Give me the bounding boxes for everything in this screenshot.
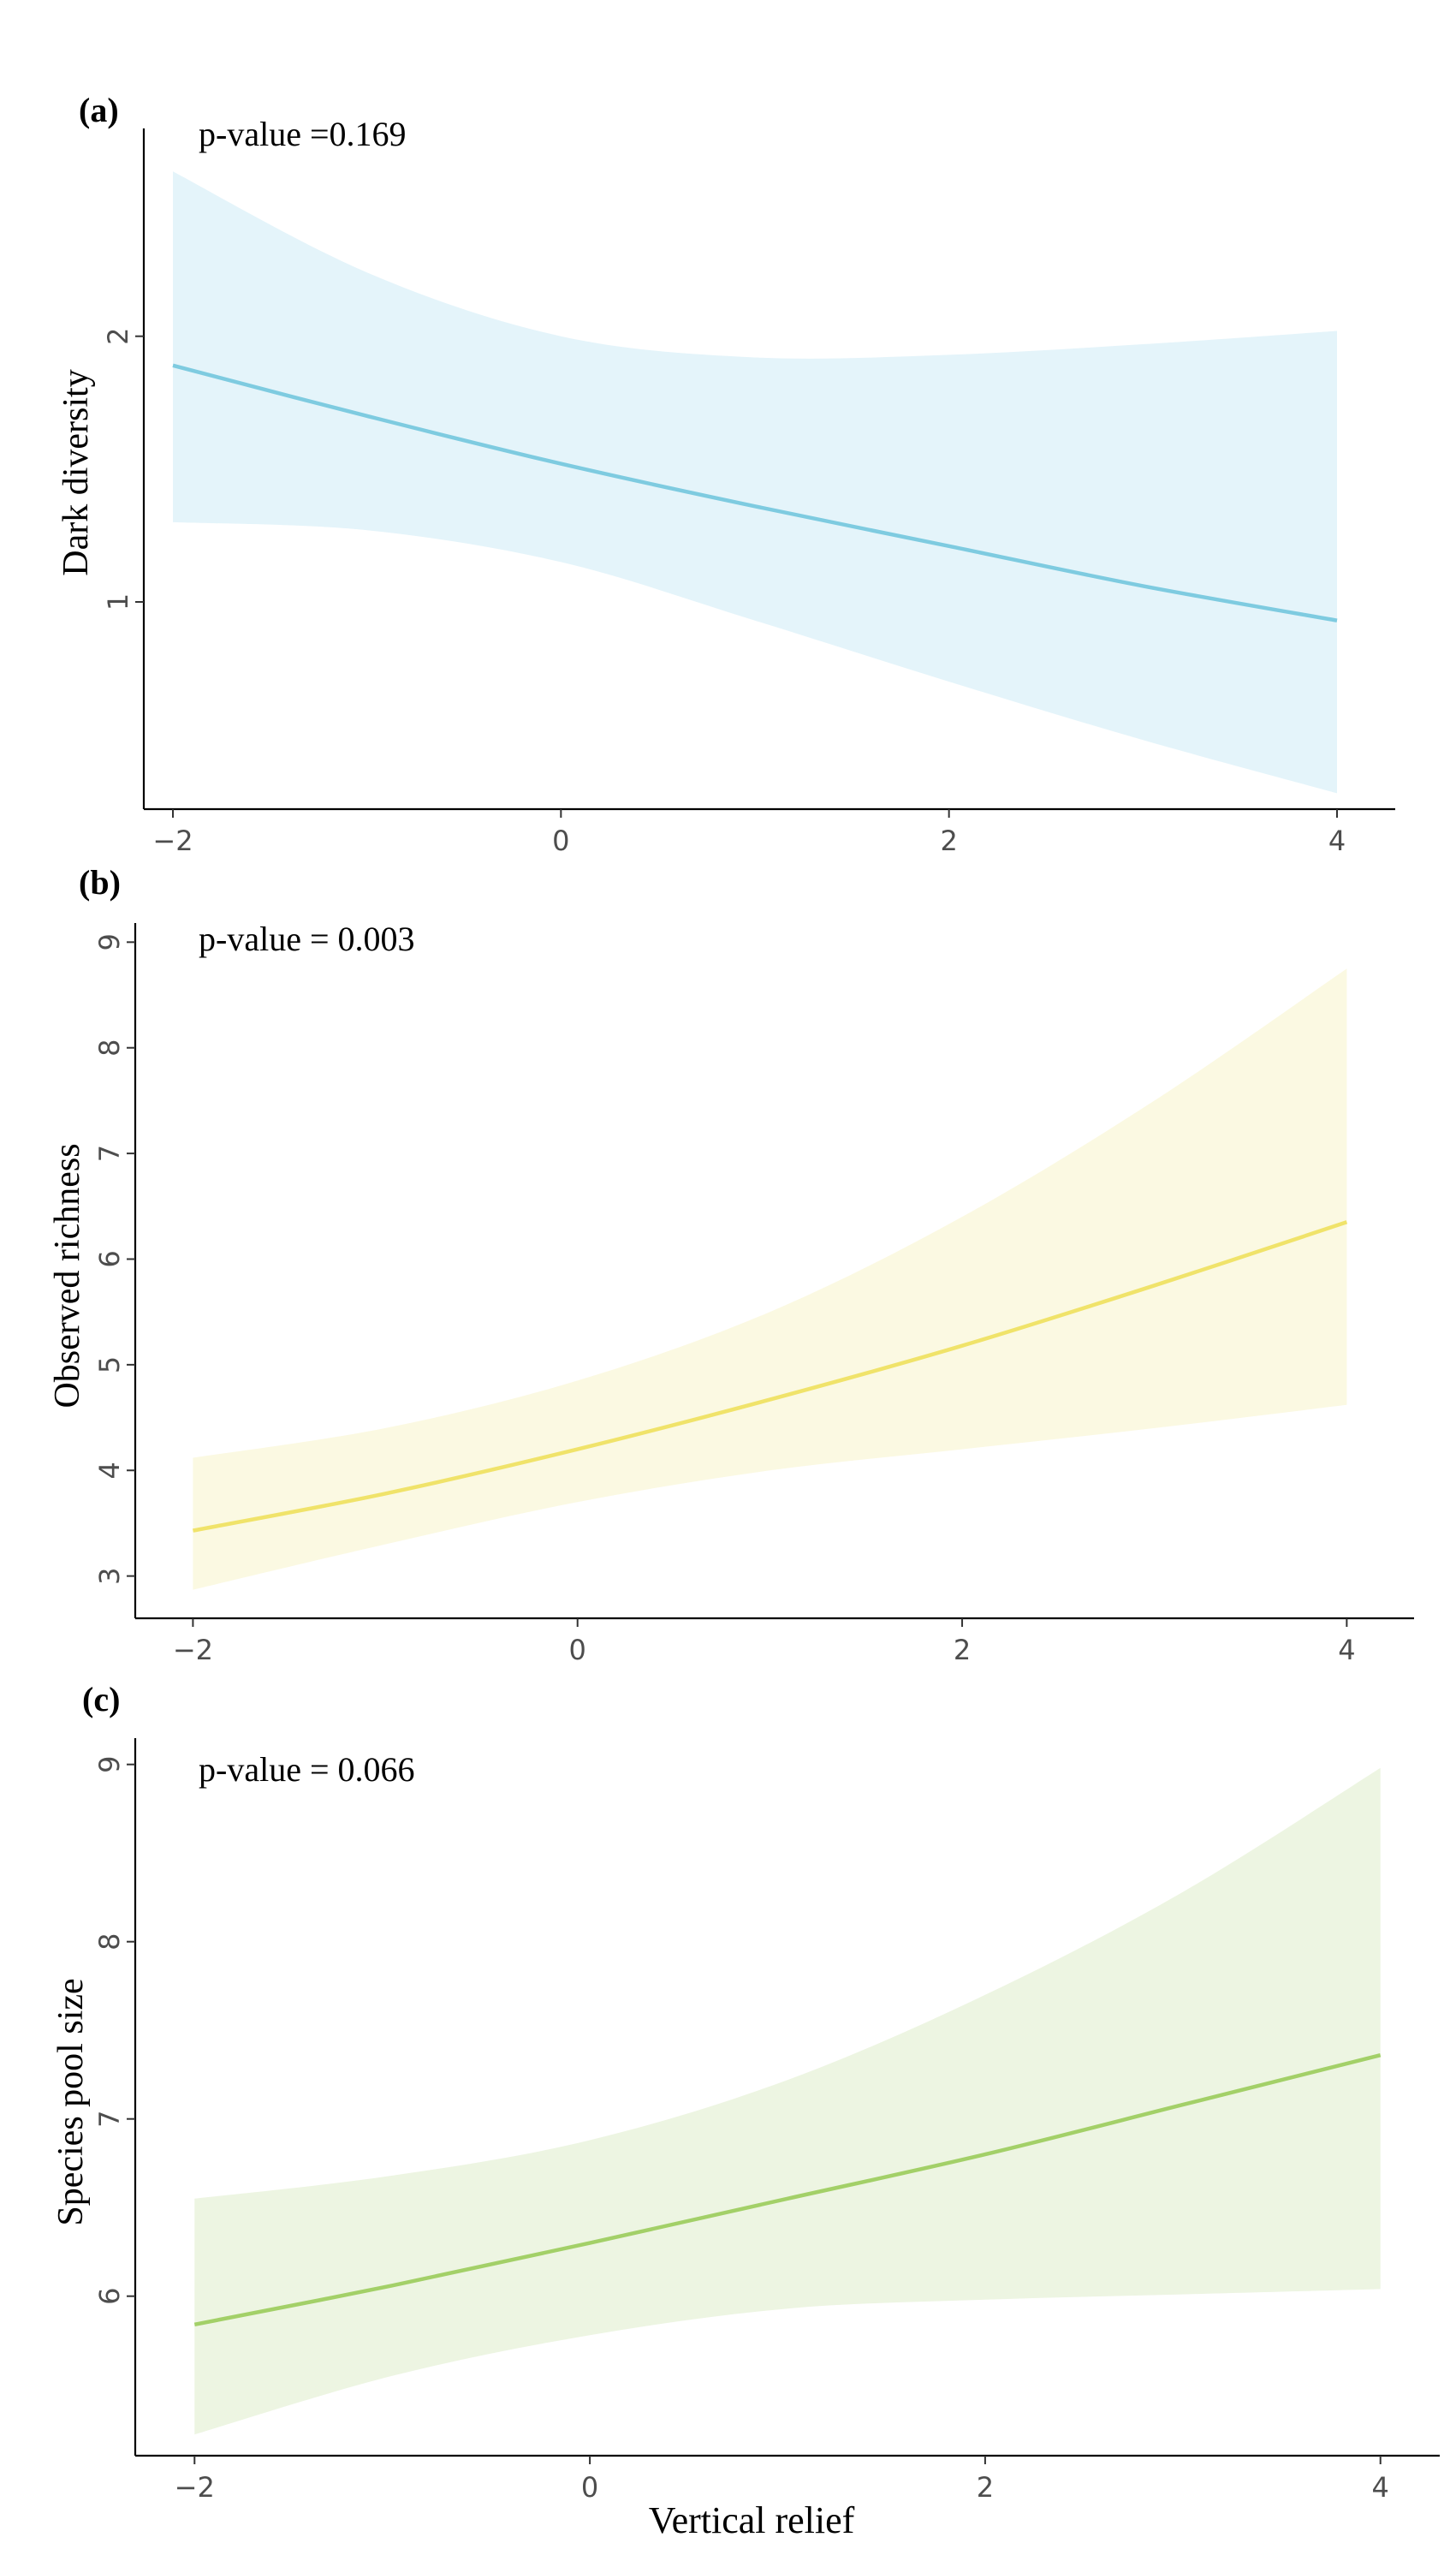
y-tick-label: 6 — [93, 2288, 126, 2305]
fitted-line — [172, 363, 1338, 622]
fitted-line — [193, 2053, 1382, 2327]
confidence-band — [193, 968, 1347, 1590]
panel-c: −2 0 2 4 6 7 8 9 (c) p-value = 0.066 Species pool … — [51, 1680, 1440, 2504]
x-tick-label: −2 — [175, 2471, 215, 2504]
y-axis-title: Species pool size — [51, 1978, 91, 2225]
confidence-band — [173, 171, 1337, 794]
y-axis-title: Observed richness — [48, 1143, 87, 1408]
x-tick-label: 2 — [977, 2471, 994, 2504]
x-tick-label: 2 — [954, 1634, 971, 1666]
y-tick-label: 1 — [102, 593, 134, 610]
y-tick-label: 3 — [93, 1567, 126, 1584]
fitted-line — [192, 1220, 1348, 1533]
y-tick-label: 9 — [93, 1756, 126, 1773]
panel-label: (a) — [79, 91, 119, 129]
x-tick-label: 0 — [552, 825, 569, 857]
panel-label: (c) — [82, 1680, 120, 1718]
y-tick-label: 2 — [102, 328, 134, 345]
p-value-annotation: p-value =0.169 — [199, 115, 407, 153]
y-tick-label: 7 — [93, 2111, 126, 2128]
x-axis-title: Vertical relief — [649, 2499, 855, 2541]
x-tick-label: 2 — [940, 825, 957, 857]
panel-b: −2 0 2 4 3 4 5 6 7 8 9 (b) p-value = 0.003 Observed r… — [48, 863, 1414, 1666]
x-tick-label: −2 — [152, 825, 193, 857]
y-tick-label: 5 — [93, 1356, 126, 1373]
y-tick-label: 9 — [93, 933, 126, 950]
y-tick-label: 6 — [93, 1250, 126, 1267]
panel-a: −2 0 2 4 1 2 (a) p-value =0.169 Dark diversity — [56, 91, 1395, 857]
panel-label: (b) — [79, 863, 121, 902]
p-value-annotation: p-value = 0.066 — [199, 1750, 415, 1789]
x-tick-label: −2 — [173, 1634, 213, 1666]
y-tick-label: 7 — [93, 1145, 126, 1162]
x-tick-label: 4 — [1338, 1634, 1355, 1666]
x-tick-label: 4 — [1372, 2471, 1389, 2504]
y-axis-title: Dark diversity — [56, 369, 96, 575]
y-tick-label: 8 — [93, 1933, 126, 1951]
x-tick-label: 4 — [1328, 825, 1346, 857]
y-tick-label: 8 — [93, 1039, 126, 1057]
x-tick-label: 0 — [569, 1634, 586, 1666]
confidence-band — [194, 1767, 1381, 2435]
p-value-annotation: p-value = 0.003 — [199, 920, 415, 958]
x-tick-label: 0 — [581, 2471, 598, 2504]
y-tick-label: 4 — [93, 1462, 126, 1479]
